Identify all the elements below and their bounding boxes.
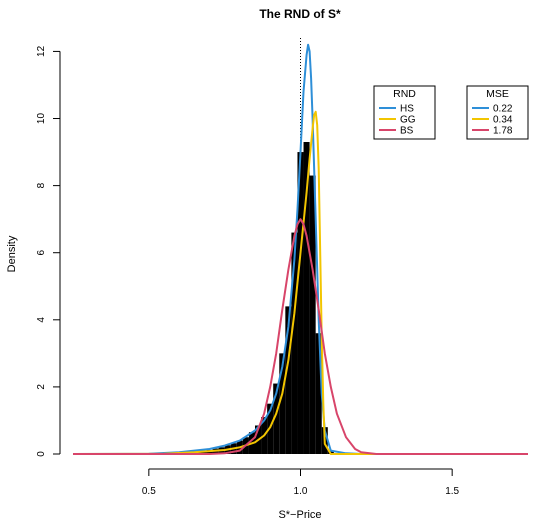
histogram-bar [297,152,304,454]
chart-title: The RND of S* [259,7,341,21]
y-tick-label: 10 [36,113,47,125]
histogram-bar [273,383,280,454]
histogram-bar [309,175,316,454]
legend-label: GG [400,115,416,126]
y-tick-label: 0 [36,451,47,457]
x-tick-label: 0.5 [142,486,156,497]
legend-label: BS [400,126,414,137]
y-tick-label: 2 [36,384,47,390]
y-tick-label: 6 [36,249,47,255]
histogram-bar [291,232,298,454]
legend-title: MSE [486,88,509,100]
histogram-bar [315,333,322,454]
legend-title: RND [393,88,416,100]
x-tick-label: 1.0 [294,486,308,497]
density-line [73,218,528,455]
legend-label: 0.34 [493,115,513,126]
y-tick-label: 8 [36,182,47,188]
y-tick-label: 4 [36,317,47,323]
x-tick-label: 1.5 [445,486,459,497]
legend-label: 1.78 [493,126,513,137]
histogram-bar [285,306,292,454]
legend-label: 0.22 [493,104,513,115]
histogram-bar [303,142,310,454]
y-tick-label: 12 [36,45,47,57]
y-axis-label: Density [6,235,18,272]
legend-label: HS [400,104,414,115]
x-axis-label: S*−Price [278,509,321,521]
histogram-bar [279,353,286,454]
